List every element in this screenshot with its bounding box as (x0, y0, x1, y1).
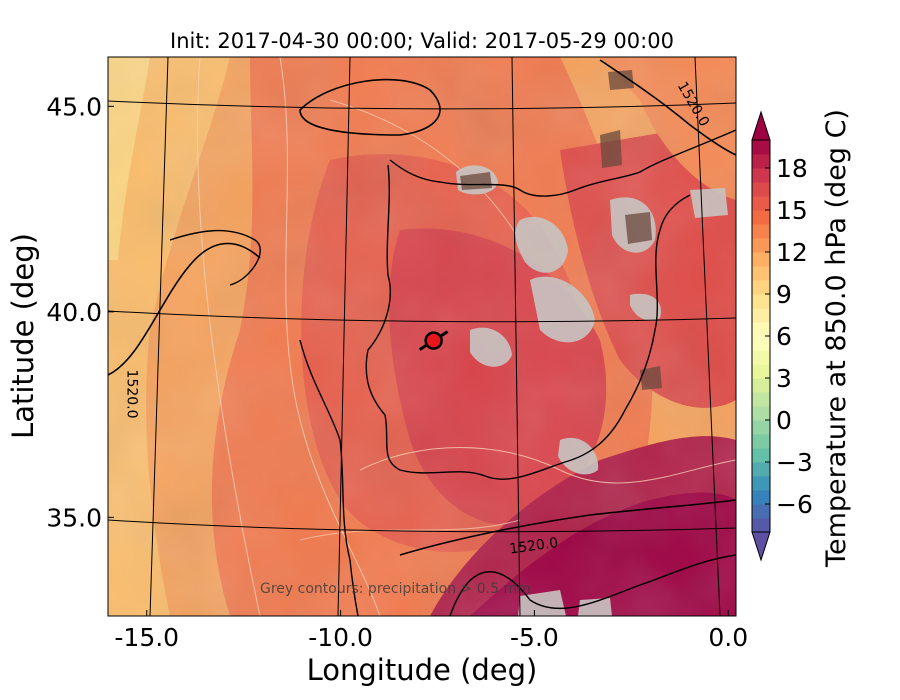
colorbar-tick-label: 15 (776, 196, 808, 225)
colorbar-segment (752, 196, 770, 211)
colorbar-tick-label: 3 (776, 364, 792, 393)
y-tick-label: 40.0 (46, 298, 102, 327)
colorbar-segment (752, 322, 770, 337)
colorbar-segment (752, 238, 770, 253)
x-tick-label: 0.0 (708, 623, 748, 652)
colorbar-label: Temperature at 850.0 hPa (deg C) (821, 109, 852, 568)
colorbar-segment (752, 462, 770, 477)
colorbar-tick-label: 6 (776, 322, 792, 351)
geopotential-contour (299, 78, 441, 136)
colorbar-segment (752, 448, 770, 463)
colorbar-segment (752, 350, 770, 365)
colorbar-segment (752, 476, 770, 491)
colorbar-segment (752, 406, 770, 421)
x-tick-label: -15.0 (114, 623, 179, 652)
colorbar-segment (752, 182, 770, 197)
y-tick-label: 35.0 (46, 503, 102, 532)
colorbar-extend-min (751, 531, 771, 562)
geopotential-contour (399, 499, 736, 556)
colorbar-segment (752, 154, 770, 169)
colorbar-segment (752, 308, 770, 323)
location-marker (424, 331, 443, 350)
graticule (108, 57, 736, 616)
colorbar-segment (752, 392, 770, 407)
colorbar-segment (752, 378, 770, 393)
contour-label: 1520.0 (508, 535, 559, 558)
colorbar-segment (752, 210, 770, 225)
y-tick-label: 45.0 (46, 92, 102, 121)
x-tick-label: -10.0 (308, 623, 373, 652)
colorbar-tick-label: 9 (776, 280, 792, 309)
colorbar-segment (752, 168, 770, 183)
colorbar-segment (752, 518, 770, 533)
y-axis-label: Latitude (deg) (6, 233, 40, 439)
colorbar-segment (752, 252, 770, 267)
colorbar-tick-label: 12 (776, 238, 808, 267)
colorbar-segment (752, 490, 770, 505)
colorbar-extend-max (751, 110, 771, 141)
colorbar-segment (752, 336, 770, 351)
colorbar-segment (752, 140, 770, 155)
chart-title: Init: 2017-04-30 00:00; Valid: 2017-05-2… (170, 29, 674, 53)
colorbar-segment (752, 364, 770, 379)
colorbar: −6 −3 0 3 6 9 12 15 18 (751, 110, 813, 562)
geopotential-contour (108, 242, 261, 376)
colorbar-segment (752, 224, 770, 239)
colorbar-segment (752, 280, 770, 295)
x-tick-label: -5.0 (510, 623, 559, 652)
colorbar-tick-label: −3 (776, 448, 813, 477)
colorbar-segment (752, 420, 770, 435)
x-axis-label: Longitude (deg) (307, 653, 538, 687)
colorbar-tick-label: 0 (776, 406, 792, 435)
precipitation-note: Grey contours: precipitation > 0.5 mm (260, 581, 531, 597)
colorbar-segment (752, 434, 770, 449)
colorbar-segment (752, 294, 770, 309)
colorbar-tick-label: 18 (776, 154, 808, 183)
geopotential-contour (599, 59, 736, 156)
coastline (169, 129, 736, 616)
map-frame (107, 56, 737, 617)
colorbar-segment (752, 266, 770, 281)
colorbar-tick-label: −6 (776, 490, 813, 519)
contour-label: 1520.0 (123, 370, 139, 419)
colorbar-segment (752, 504, 770, 519)
